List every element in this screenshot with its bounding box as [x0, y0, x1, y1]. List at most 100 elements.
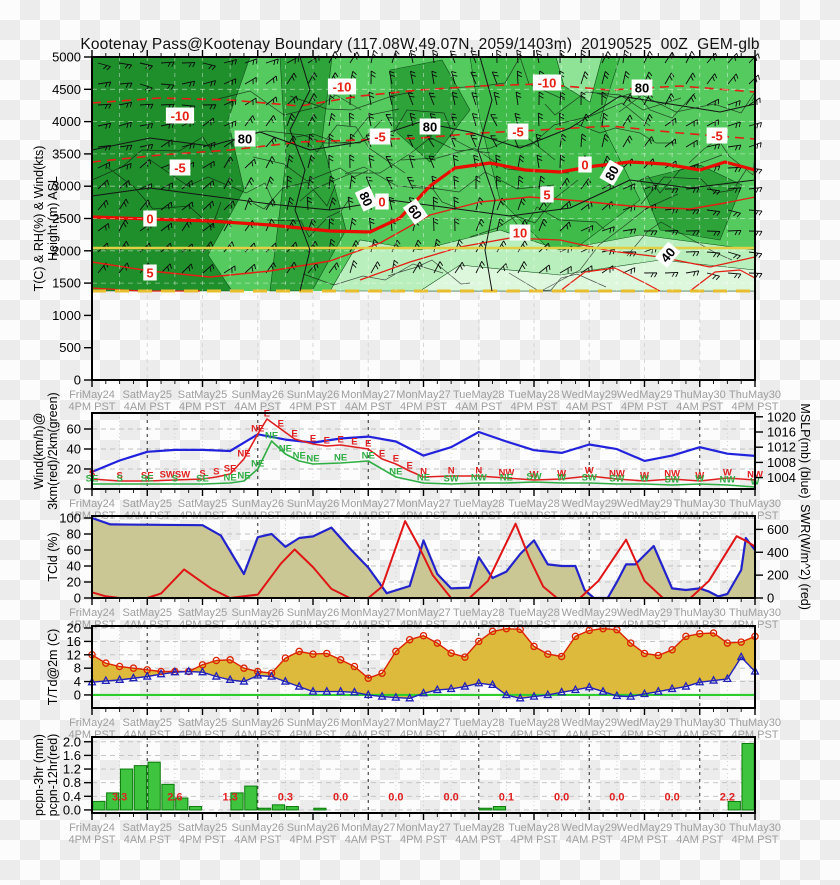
- y-axis-title[interactable]: T/Td@2m (C): [46, 629, 60, 706]
- svg-text:1016: 1016: [767, 425, 796, 440]
- cross-grid[interactable]: [92, 57, 755, 378]
- svg-text:SW: SW: [664, 475, 679, 486]
- svg-text:E: E: [393, 454, 399, 465]
- y-axis-title[interactable]: Wind(km/h)@ 3km(red)/2km(green): [32, 392, 60, 509]
- svg-text:E: E: [365, 439, 371, 450]
- y-axis-left[interactable]: 0.00.40.81.21.62.0: [63, 734, 92, 817]
- svg-text:W: W: [723, 468, 732, 479]
- svg-text:SE: SE: [141, 474, 154, 485]
- svg-text:WedMay29: WedMay29: [562, 822, 617, 834]
- svg-text:1000: 1000: [52, 308, 81, 323]
- svg-text:S: S: [116, 471, 122, 482]
- svg-text:4000: 4000: [52, 114, 81, 129]
- svg-text:4PM PST: 4PM PST: [400, 729, 447, 741]
- svg-text:SunMay26: SunMay26: [287, 717, 340, 729]
- dewpoint-line: [91, 656, 756, 699]
- svg-text:4PM PST: 4PM PST: [289, 401, 336, 413]
- svg-text:ThuMay30: ThuMay30: [674, 498, 726, 510]
- svg-text:4AM PST: 4AM PST: [455, 834, 502, 846]
- svg-text:4PM PST: 4PM PST: [289, 834, 336, 846]
- svg-text:SWR(W/m^2) (red): SWR(W/m^2) (red): [798, 504, 812, 610]
- svg-text:N: N: [420, 467, 427, 478]
- svg-text:-5: -5: [174, 161, 186, 176]
- y-axis-right[interactable]: 0 200 400 600: [755, 522, 789, 606]
- grid-vertical[interactable]: [119, 737, 728, 813]
- svg-text:Height (m) ASL: Height (m) ASL: [46, 176, 60, 261]
- y-axis-left[interactable]: 0 500 1000 1500 2000 2500 3000 3500 4000 4500 5000: [52, 50, 92, 388]
- svg-text:0: 0: [767, 591, 774, 606]
- svg-text:S: S: [213, 467, 219, 478]
- precip-bar: [106, 792, 120, 811]
- precip-12hr-labels[interactable]: 3.3 2.6 1.3 0.3 0.0 0.0 0.0 0.1 0.0 0.0 0.0 2.2: [112, 791, 735, 803]
- svg-text:1020: 1020: [767, 409, 796, 424]
- svg-text:W: W: [695, 471, 704, 482]
- svg-text:0.0: 0.0: [333, 791, 348, 803]
- svg-text:SatMay25: SatMay25: [178, 822, 228, 834]
- svg-text:NW: NW: [609, 469, 625, 480]
- svg-text:MonMay27: MonMay27: [396, 822, 450, 834]
- svg-text:SunMay26: SunMay26: [287, 822, 340, 834]
- wind3km-line: [91, 418, 756, 482]
- svg-text:NE: NE: [334, 453, 347, 464]
- grid-horizontal[interactable]: [92, 741, 755, 811]
- svg-text:ThuMay30: ThuMay30: [729, 717, 781, 729]
- wind2km-line: [92, 440, 756, 488]
- svg-text:Wind(km/h)@: Wind(km/h)@: [32, 413, 46, 490]
- y-axis-title[interactable]: T(C) & RH(%) & Wind(kts) Height (m) ASL: [32, 146, 60, 292]
- svg-text:2000: 2000: [52, 243, 81, 258]
- x-ticks[interactable]: [91, 598, 756, 605]
- svg-text:20: 20: [67, 575, 81, 590]
- svg-text:E: E: [337, 435, 343, 446]
- svg-text:60: 60: [67, 543, 81, 558]
- svg-text:8: 8: [74, 661, 81, 676]
- dewpoint-depression-band: [92, 628, 755, 699]
- y-axis-title-right[interactable]: MSLP(mb) (blue): [798, 403, 812, 498]
- svg-text:SunMay26: SunMay26: [287, 607, 340, 619]
- svg-text:4: 4: [74, 674, 81, 689]
- y-axis-left[interactable]: 0 20 40 60: [67, 422, 92, 497]
- svg-text:60: 60: [67, 422, 81, 437]
- svg-text:4PM PST: 4PM PST: [400, 401, 447, 413]
- svg-text:2.6: 2.6: [167, 791, 182, 803]
- y-axis-title[interactable]: TCld (%): [46, 532, 60, 581]
- svg-text:-10: -10: [538, 76, 557, 91]
- svg-text:3.3: 3.3: [112, 791, 127, 803]
- svg-text:80: 80: [423, 120, 437, 135]
- x-ticks[interactable]: [91, 489, 756, 496]
- svg-text:4AM PST: 4AM PST: [234, 401, 281, 413]
- x-ticks[interactable]: [91, 50, 756, 387]
- svg-text:NE: NE: [237, 471, 250, 482]
- svg-text:0: 0: [74, 373, 81, 388]
- chart-title: Kootenay Pass@Kootenay Boundary (117.08W…: [80, 36, 760, 53]
- temp-contour-7: [689, 269, 756, 292]
- svg-text:2.0: 2.0: [63, 734, 81, 749]
- svg-text:W: W: [557, 469, 566, 480]
- svg-text:600: 600: [767, 522, 789, 537]
- y-axis-title[interactable]: pcpn-3hr (mm) pcpn-12hr(red): [32, 734, 60, 817]
- svg-text:ThuMay30: ThuMay30: [674, 717, 726, 729]
- precip-bars[interactable]: [92, 742, 755, 811]
- precip-bar: [285, 806, 299, 811]
- x-ticks[interactable]: [91, 708, 756, 715]
- svg-text:SE: SE: [224, 464, 237, 475]
- temp-contour-5: [359, 237, 756, 281]
- svg-text:4AM PST: 4AM PST: [676, 401, 723, 413]
- svg-text:4PM PST: 4PM PST: [179, 834, 226, 846]
- svg-text:pcpn-12hr(red): pcpn-12hr(red): [46, 734, 60, 817]
- svg-text:T/Td@2m (C): T/Td@2m (C): [46, 629, 60, 706]
- svg-text:80: 80: [602, 163, 622, 183]
- svg-text:1008: 1008: [767, 455, 796, 470]
- dewpoint-markers[interactable]: [87, 651, 760, 702]
- x-ticks[interactable]: [91, 813, 756, 820]
- svg-text:S: S: [172, 474, 178, 485]
- y-axis-title-right[interactable]: SWR(W/m^2) (red): [798, 504, 812, 610]
